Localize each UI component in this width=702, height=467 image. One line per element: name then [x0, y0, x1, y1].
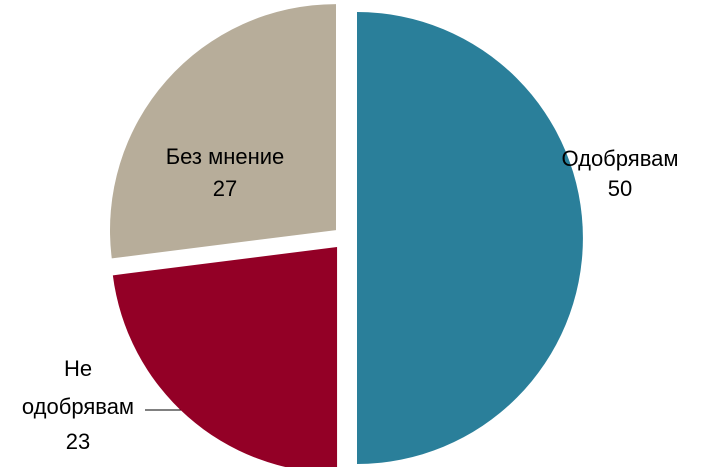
value-label: 50 [608, 176, 632, 201]
slice-label: Не одобрявам [22, 356, 134, 419]
pie-slice [112, 247, 338, 467]
pie-slice [357, 12, 583, 464]
slice-label: Одобрявам [561, 146, 678, 171]
slice-label: Без мнение [166, 144, 285, 169]
value-label: 23 [66, 429, 90, 454]
value-label: 27 [213, 176, 237, 201]
pie-slice [109, 4, 336, 259]
